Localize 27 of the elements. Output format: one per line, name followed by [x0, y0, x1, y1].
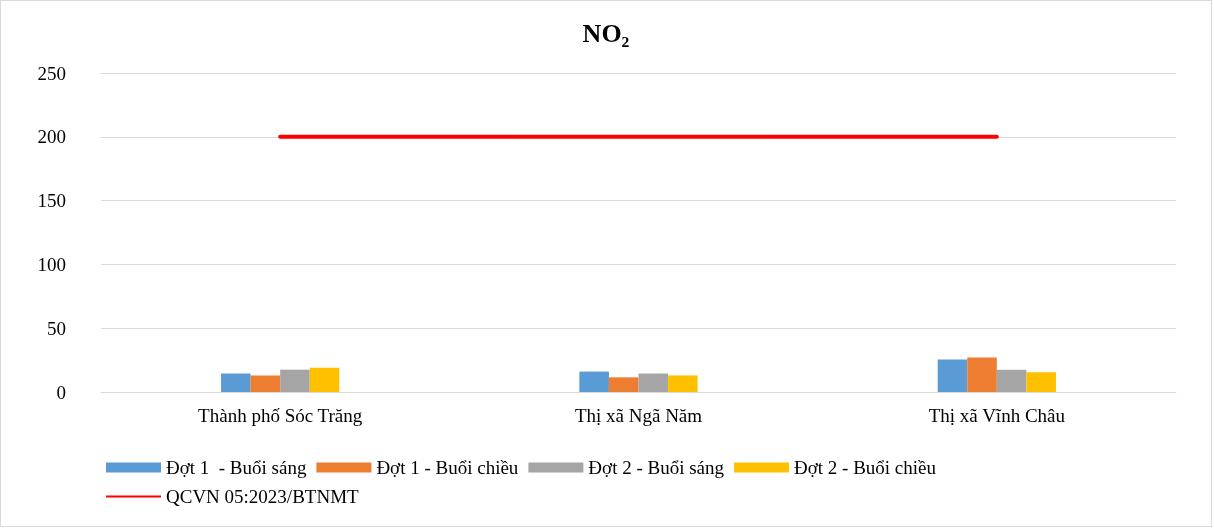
bar	[937, 359, 968, 392]
bar	[579, 371, 609, 392]
bar	[221, 373, 251, 392]
bar	[668, 375, 698, 392]
y-tick-label: 50	[47, 317, 66, 339]
bar	[280, 369, 310, 392]
x-tick-label: Thị xã Vĩnh Châu	[928, 405, 1066, 426]
legend-label: QCVN 05:2023/BTNMT	[166, 486, 360, 507]
x-tick-label: Thị xã Ngã Năm	[574, 405, 703, 426]
bar	[967, 357, 997, 392]
bar	[309, 367, 340, 392]
bar	[1026, 372, 1056, 392]
bar	[250, 375, 281, 392]
legend-label: Đợt 2 - Buổi sáng	[588, 457, 725, 478]
bar	[608, 377, 639, 392]
y-tick-label: 250	[37, 62, 66, 84]
x-tick-label: Thành phố Sóc Trăng	[198, 405, 363, 426]
bar	[996, 369, 1027, 392]
legend-label: Đợt 1 - Buổi chiều	[376, 457, 519, 478]
legend-label: Đợt 2 - Buổi chiều	[794, 457, 937, 478]
y-tick-label: 150	[37, 190, 66, 212]
legend-label: Đợt 1 - Buổi sáng	[166, 457, 307, 478]
y-tick-label: 200	[37, 126, 66, 148]
chart-title: NO₂	[582, 18, 630, 48]
y-tick-label: 100	[37, 253, 66, 275]
y-tick-label: 0	[56, 381, 66, 403]
bar	[638, 373, 669, 392]
